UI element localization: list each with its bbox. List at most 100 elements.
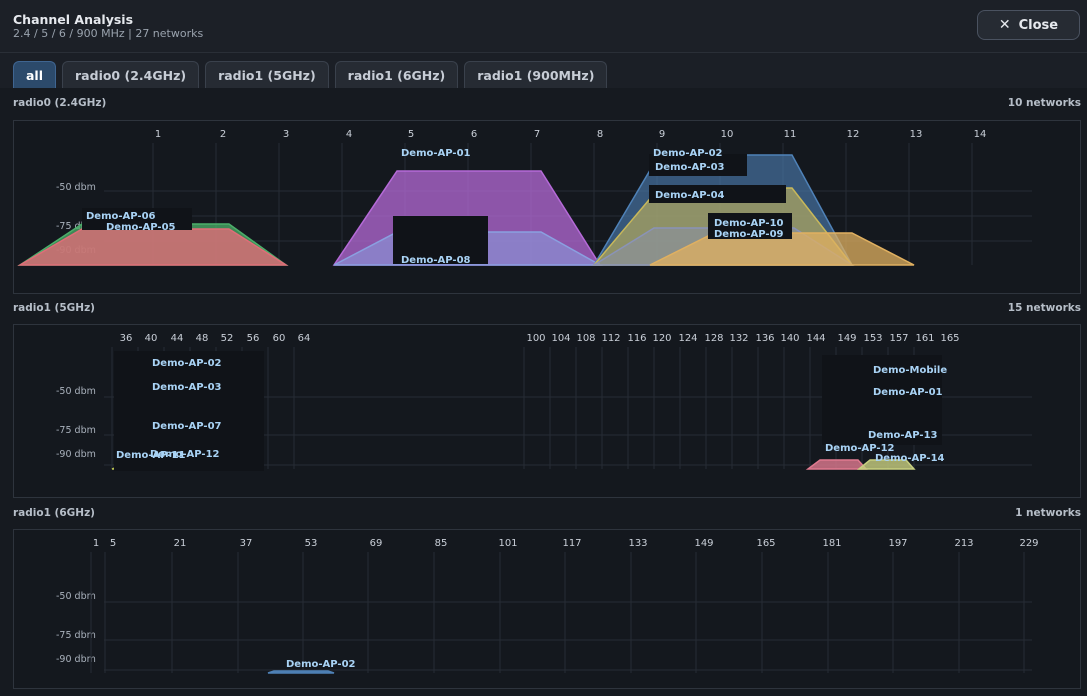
network-label: Demo-AP-12	[825, 443, 895, 454]
label-backdrop	[393, 216, 488, 264]
channel-tick-label: 69	[370, 538, 383, 549]
channel-tick-label: 56	[247, 333, 260, 344]
channel-tick-label: 161	[915, 333, 934, 344]
channel-tick-label: 5	[110, 538, 116, 549]
network-label: Demo-AP-10	[714, 218, 784, 229]
network-label: Demo-AP-14	[875, 453, 945, 464]
network-signal-shape	[805, 459, 868, 470]
network-signal-shape	[856, 459, 916, 470]
network-label: Demo-AP-11	[116, 450, 186, 461]
channel-chart-2-4ghz: -50 dbm-75 dbm-90 dbm1234567891011121314…	[13, 120, 1081, 294]
tab-all[interactable]: all	[13, 61, 57, 88]
label-backdrop	[708, 213, 792, 239]
channel-chart-6ghz: -50 dbm -75 dbm -90 dbm 1 5 21 37 53 69 85 101 117 1…	[13, 529, 1081, 689]
network-label: Demo-AP-02	[653, 148, 723, 159]
tab-radio1-900mhz[interactable]: radio1 (900MHz)	[464, 61, 608, 88]
channel-tick-label: 11	[784, 129, 797, 140]
channel-tick-label: 165	[940, 333, 959, 344]
channel-tick-label: 101	[498, 538, 517, 549]
channel-tick-label: 14	[974, 129, 987, 140]
dbm-label: -75 dbm	[56, 221, 96, 232]
channel-tick-label: 120	[652, 333, 671, 344]
network-signal-shape	[649, 232, 915, 266]
channel-chart-5ghz: -50 dbm -75 dbm -90 dbm 36 40 44 48 52 56 60 64 100…	[13, 324, 1081, 498]
close-button[interactable]: ✕ Close	[977, 10, 1080, 40]
band-tabs: all radio0 (2.4GHz) radio1 (5GHz) radio1…	[13, 61, 608, 89]
channel-tick-label: 136	[755, 333, 774, 344]
channel-tick-label: 64	[298, 333, 311, 344]
label-backdrop	[649, 154, 747, 176]
section-label-2-4ghz: radio0 (2.4GHz)	[13, 97, 107, 109]
section-count-2-4ghz: 10 networks	[1007, 97, 1081, 109]
network-label: Demo-AP-09	[714, 229, 784, 240]
channel-tick-label: 40	[145, 333, 158, 344]
dbm-label: -90 dbm	[56, 654, 96, 665]
dbm-label: -50 dbm	[56, 386, 96, 397]
network-label: Demo-AP-13	[868, 430, 938, 441]
chart-svg-6ghz: -50 dbm -75 dbm -90 dbm 1 5 21 37 53 69 85 101 117 1…	[56, 538, 1039, 674]
dialog-title: Channel Analysis	[13, 12, 134, 27]
network-label: Demo-AP-01	[401, 148, 471, 159]
network-label: Demo-AP-07	[152, 421, 222, 432]
network-label: Demo-AP-05	[106, 222, 176, 233]
dialog-subtitle: 2.4 / 5 / 6 / 900 MHz | 27 networks	[13, 27, 204, 40]
channel-tick-label: 165	[756, 538, 775, 549]
network-label: Demo-AP-02	[286, 659, 356, 670]
channel-tick-label: 4	[346, 129, 352, 140]
tab-radio0-2-4ghz[interactable]: radio0 (2.4GHz)	[62, 61, 200, 88]
channel-tick-label: 157	[889, 333, 908, 344]
label-backdrop	[114, 351, 264, 471]
channel-tick-label: 52	[221, 333, 234, 344]
tab-radio1-6ghz[interactable]: radio1 (6GHz)	[334, 61, 459, 88]
channel-tick-label: 12	[847, 129, 860, 140]
channel-tick-label: 10	[721, 129, 734, 140]
channel-tick-label: 108	[576, 333, 595, 344]
label-backdrop	[649, 185, 786, 203]
channel-tick-label: 48	[196, 333, 209, 344]
dbm-label: -90 dbm	[56, 449, 96, 460]
dbm-label: -50 dbm	[56, 182, 96, 193]
close-button-label: Close	[1018, 17, 1059, 33]
channel-tick-label: 132	[729, 333, 748, 344]
channel-tick-label: 1	[155, 129, 161, 140]
label-backdrop	[822, 355, 942, 445]
channel-tick-label: 149	[837, 333, 856, 344]
label-backdrop	[82, 208, 192, 230]
channel-tick-label: 149	[694, 538, 713, 549]
channel-tick-label: 229	[1019, 538, 1038, 549]
channel-tick-label: 6	[471, 129, 477, 140]
dbm-label: -75 dbm	[56, 630, 96, 641]
channel-tick-label: 8	[597, 129, 603, 140]
channel-tick-label: 3	[283, 129, 289, 140]
network-label: Demo-AP-03	[655, 162, 725, 173]
network-signal-shape	[17, 228, 289, 266]
channel-tick-label: 117	[562, 538, 581, 549]
channel-tick-label: 44	[171, 333, 184, 344]
channel-tick-label: 37	[240, 538, 253, 549]
channel-tick-label: 36	[120, 333, 133, 344]
section-label-5ghz: radio1 (5GHz)	[13, 302, 95, 314]
channel-tick-label: 21	[174, 538, 187, 549]
channel-tick-label: 133	[628, 538, 647, 549]
network-signal-shape	[267, 670, 335, 674]
channel-tick-label: 60	[273, 333, 286, 344]
channel-tick-label: 112	[601, 333, 620, 344]
network-label: Demo-AP-04	[655, 190, 725, 201]
channel-tick-label: 100	[526, 333, 545, 344]
network-label: Demo-AP-01	[873, 387, 943, 398]
channel-tick-label: 128	[704, 333, 723, 344]
channel-tick-label: 197	[888, 538, 907, 549]
network-label: Demo-AP-06	[86, 211, 156, 222]
tab-radio1-5ghz[interactable]: radio1 (5GHz)	[205, 61, 329, 88]
channel-tick-label: 140	[780, 333, 799, 344]
network-label: Demo-AP-08	[401, 255, 471, 266]
channel-tick-label: 13	[910, 129, 923, 140]
channel-tick-label: 85	[435, 538, 448, 549]
channel-tick-label: 5	[408, 129, 414, 140]
network-label: Demo-Mobile	[873, 365, 947, 376]
channel-tick-label: 144	[806, 333, 825, 344]
channel-tick-label: 213	[954, 538, 973, 549]
network-label: Demo-AP-03	[152, 382, 222, 393]
section-count-5ghz: 15 networks	[1007, 302, 1081, 314]
dbm-label: -75 dbm	[56, 425, 96, 436]
